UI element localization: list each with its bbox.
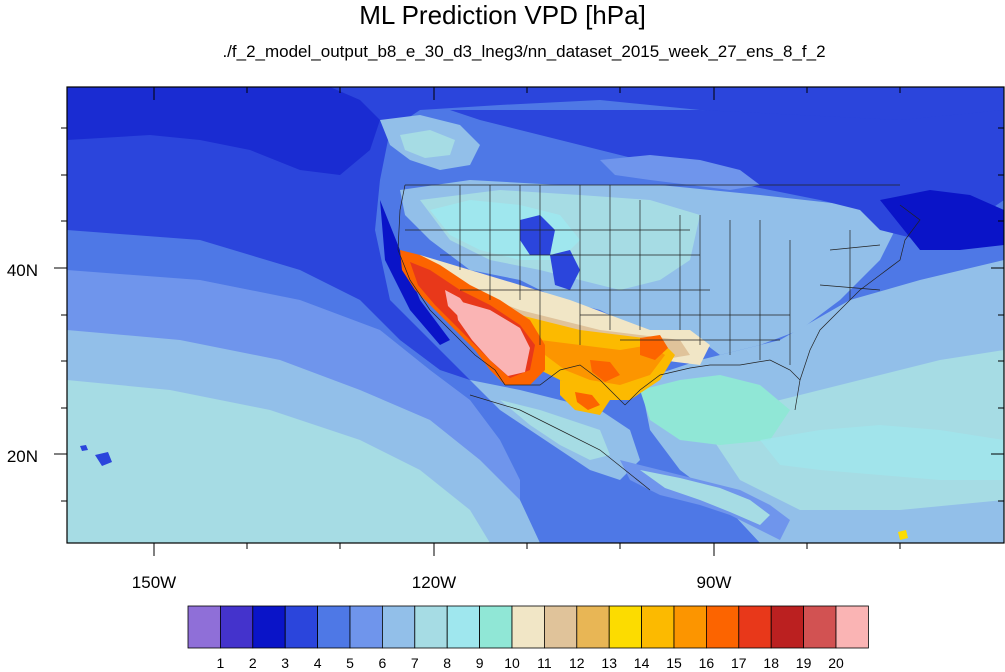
colorbar-label: 14 [634, 655, 650, 671]
lon-label-90w: 90W [697, 573, 732, 592]
colorbar-label: 4 [314, 655, 322, 671]
colorbar-label: 18 [763, 655, 779, 671]
colorbar-label: 8 [443, 655, 451, 671]
colorbar-label: 9 [476, 655, 484, 671]
map-subtitle: ./f_2_model_output_b8_e_30_d3_lneg3/nn_d… [222, 42, 826, 61]
colorbar-swatch [317, 605, 351, 649]
colorbar-swatch [706, 605, 740, 649]
map-title: ML Prediction VPD [hPa] [359, 0, 646, 30]
colorbar-swatch [803, 605, 837, 649]
colorbar-label: 19 [796, 655, 812, 671]
colorbar-label: 16 [699, 655, 715, 671]
colorbar-swatch [770, 605, 805, 649]
colorbar-swatch [349, 605, 383, 649]
colorbar-swatch [381, 605, 416, 649]
lon-label-150w: 150W [132, 573, 176, 592]
colorbar-swatch [511, 605, 545, 649]
colorbar-swatch [446, 605, 481, 649]
colorbar-label: 11 [537, 655, 552, 671]
vpd-field [67, 87, 1004, 543]
colorbar-label: 1 [217, 655, 225, 671]
colorbar-swatch [835, 605, 869, 649]
colorbar-swatch [414, 605, 448, 649]
colorbar-swatch [187, 605, 221, 649]
colorbar-swatch [576, 605, 610, 649]
colorbar-swatch [219, 605, 254, 649]
colorbar-swatch [641, 605, 675, 649]
colorbar: 1 2 3 4 5 6 7 8 9 10 11 12 13 14 15 16 17 18 19 20 [187, 605, 869, 671]
colorbar-swatch [608, 605, 643, 649]
colorbar-label: 5 [346, 655, 354, 671]
colorbar-swatch [479, 605, 513, 649]
colorbar-swatch [544, 605, 578, 649]
lon-label-120w: 120W [412, 573, 456, 592]
colorbar-label: 2 [249, 655, 257, 671]
colorbar-swatch [284, 605, 319, 649]
lat-label-40n: 40N [7, 261, 38, 280]
lat-label-20n: 20N [7, 447, 38, 466]
colorbar-label: 10 [504, 655, 520, 671]
colorbar-label: 15 [666, 655, 682, 671]
colorbar-label: 17 [731, 655, 747, 671]
boundary-lines [397, 184, 921, 491]
colorbar-label: 12 [569, 655, 585, 671]
colorbar-swatch [738, 605, 772, 649]
colorbar-label: 7 [411, 655, 419, 671]
colorbar-swatch [673, 605, 707, 649]
axis-ticks [54, 87, 1004, 556]
colorbar-label: 3 [281, 655, 289, 671]
colorbar-label: 20 [828, 655, 844, 671]
colorbar-label: 6 [379, 655, 387, 671]
colorbar-swatch [252, 605, 286, 649]
colorbar-label: 13 [601, 655, 617, 671]
